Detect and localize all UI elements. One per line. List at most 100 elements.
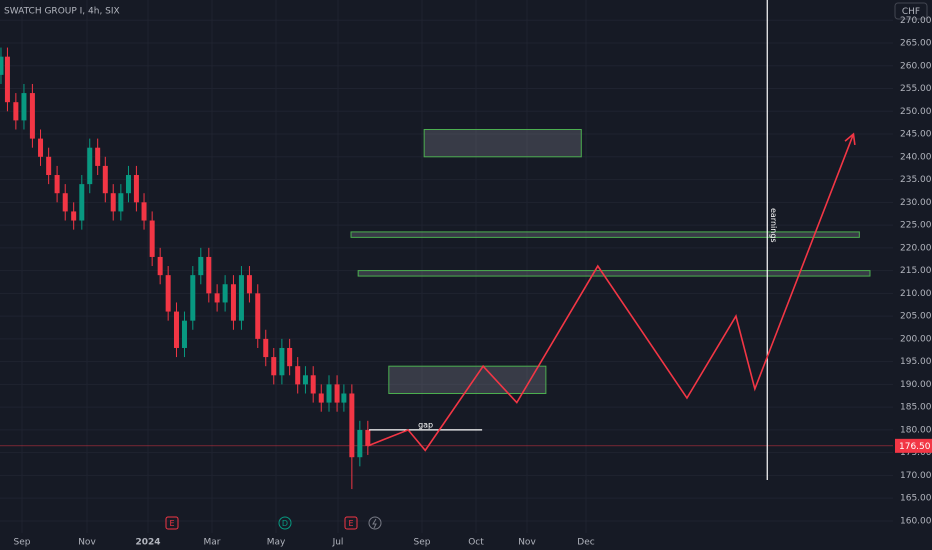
candle-body xyxy=(349,393,355,458)
x-tick-label: Dec xyxy=(577,538,594,548)
candle-body xyxy=(271,357,277,376)
y-tick-label: 195.00 xyxy=(900,357,932,367)
candle-body xyxy=(341,393,347,403)
x-tick-label: Sep xyxy=(414,538,431,548)
candle-body xyxy=(102,165,108,194)
candle-body xyxy=(118,193,124,212)
candle-body xyxy=(190,275,196,321)
candle-body xyxy=(71,211,77,221)
candle-body xyxy=(21,93,27,121)
candle-body xyxy=(302,375,308,385)
event-badge[interactable] xyxy=(344,516,358,530)
lightning-icon[interactable] xyxy=(368,516,382,530)
y-tick-label: 250.00 xyxy=(900,107,932,117)
candle-body xyxy=(287,347,293,367)
gap-label: gap xyxy=(418,420,433,429)
candle-body xyxy=(214,293,220,303)
y-tick-label: 260.00 xyxy=(900,61,932,71)
y-tick-label: 200.00 xyxy=(900,334,932,344)
candle-body xyxy=(238,275,244,321)
current-price-tag xyxy=(895,438,932,453)
candle-body xyxy=(246,275,252,294)
event-label[interactable]: E xyxy=(348,519,353,528)
candle-body xyxy=(95,147,101,166)
currency[interactable]: CHF xyxy=(902,7,920,17)
candle-body xyxy=(318,393,324,403)
candle-body xyxy=(181,320,187,348)
event-badge[interactable] xyxy=(278,516,292,530)
candle-body xyxy=(206,256,212,294)
candle-body xyxy=(133,175,139,203)
y-tick-label: 210.00 xyxy=(900,289,932,299)
candle-body xyxy=(125,175,131,194)
y-tick-label: 265.00 xyxy=(900,39,932,49)
candle-body xyxy=(263,338,269,358)
event-label[interactable]: E xyxy=(169,519,174,528)
candle-body xyxy=(165,275,171,312)
y-tick-label: 230.00 xyxy=(900,198,932,208)
x-tick-label: May xyxy=(267,538,286,548)
grid xyxy=(0,0,893,533)
projection-arrowhead xyxy=(844,132,856,146)
candle-body xyxy=(326,384,332,403)
x-tick-label: Nov xyxy=(78,538,96,548)
y-tick-label: 175.00 xyxy=(900,448,932,458)
zone xyxy=(350,231,860,238)
y-tick-label: 160.00 xyxy=(900,516,932,526)
candle-body xyxy=(13,102,19,121)
event-badge[interactable] xyxy=(165,516,179,530)
y-tick-label: 185.00 xyxy=(900,403,932,413)
candle-body xyxy=(295,366,301,385)
candle-body xyxy=(29,93,35,139)
candle-body xyxy=(157,256,163,276)
candle-body xyxy=(0,56,4,75)
zone xyxy=(423,128,582,158)
earnings-label: earnings xyxy=(769,208,778,243)
y-tick-label: 245.00 xyxy=(900,130,932,140)
y-tick-label: 270.00 xyxy=(900,16,932,26)
candle-body xyxy=(310,375,316,394)
y-tick-label: 235.00 xyxy=(900,175,932,185)
x-tick-label: Nov xyxy=(518,538,536,548)
event-label[interactable]: D xyxy=(282,519,288,528)
x-tick-label: Jul xyxy=(332,538,344,548)
candle-body xyxy=(79,184,85,221)
candle-body xyxy=(173,311,179,348)
candle-body xyxy=(255,293,261,339)
x-tick-label: Oct xyxy=(468,538,484,548)
y-tick-label: 165.00 xyxy=(900,494,932,504)
candle-body xyxy=(4,56,10,103)
y-tick-label: 190.00 xyxy=(900,380,932,390)
x-tick-label: Mar xyxy=(204,538,221,548)
y-tick-label: 240.00 xyxy=(900,152,932,162)
candle-body xyxy=(149,220,155,257)
candle-body xyxy=(279,347,285,376)
candle-body xyxy=(222,284,228,303)
y-tick-label: 220.00 xyxy=(900,243,932,253)
candle-body xyxy=(334,384,340,403)
candle-body xyxy=(38,138,44,157)
candle-body xyxy=(141,202,147,221)
x-tick-label: 2024 xyxy=(135,538,160,548)
candle-body xyxy=(87,147,93,185)
candle-body xyxy=(230,284,236,321)
y-tick-label: 205.00 xyxy=(900,312,932,322)
plot: earnings gap xyxy=(0,0,893,490)
candle-body xyxy=(365,429,371,446)
candle-body xyxy=(110,193,116,212)
candles xyxy=(0,47,371,490)
candle-body xyxy=(46,156,52,176)
candle-body xyxy=(62,193,68,212)
y-tick-label: 225.00 xyxy=(900,221,932,231)
candle-body xyxy=(198,256,204,276)
candle-body xyxy=(54,175,60,194)
y-tick-label: 180.00 xyxy=(900,425,932,435)
candle-body xyxy=(357,429,363,458)
zone xyxy=(357,270,871,277)
y-tick-label: 255.00 xyxy=(900,84,932,94)
currency-button[interactable] xyxy=(894,2,928,20)
y-tick-label: 215.00 xyxy=(900,266,932,276)
chart-title: SWATCH GROUP I, 4h, SIX xyxy=(4,7,120,17)
